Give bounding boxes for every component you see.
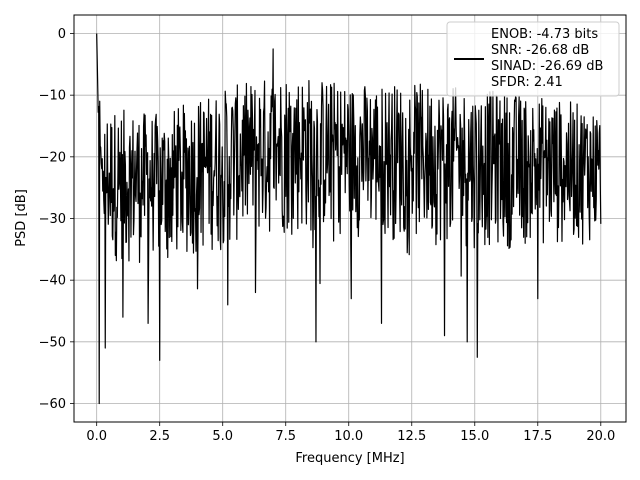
y-tick-label: 0 bbox=[58, 27, 66, 42]
psd-series bbox=[96, 33, 602, 405]
x-tick-label: 15.0 bbox=[460, 429, 489, 444]
y-tick-label: −40 bbox=[39, 274, 66, 289]
y-tick-label: −10 bbox=[39, 89, 66, 104]
legend-line-snr: SNR: -26.68 dB bbox=[491, 43, 589, 58]
legend-line-sinad: SINAD: -26.69 dB bbox=[491, 59, 603, 74]
legend-line-sfdr: SFDR: 2.41 bbox=[491, 75, 563, 90]
x-tick-label: 0.0 bbox=[86, 429, 107, 444]
x-tick-label: 7.5 bbox=[275, 429, 296, 444]
y-tick-label: −60 bbox=[39, 397, 66, 412]
y-axis-ticks: 0 −10 −20 −30 −40 −50 −60 bbox=[39, 27, 74, 412]
x-tick-label: 10.0 bbox=[334, 429, 363, 444]
y-axis-label: PSD [dB] bbox=[14, 189, 29, 247]
x-tick-label: 20.0 bbox=[586, 429, 615, 444]
y-tick-label: −20 bbox=[39, 150, 66, 165]
legend-box bbox=[446, 21, 620, 97]
x-tick-label: 17.5 bbox=[523, 429, 552, 444]
psd-line bbox=[96, 33, 602, 405]
x-tick-label: 5.0 bbox=[212, 429, 233, 444]
legend: ENOB: -4.73 bits SNR: -26.68 dB SINAD: -… bbox=[446, 21, 620, 97]
x-tick-label: 2.5 bbox=[149, 429, 170, 444]
x-axis-ticks: 0.0 2.5 5.0 7.5 10.0 12.5 15.0 17.5 20.0 bbox=[86, 422, 615, 444]
x-axis-label: Frequency [MHz] bbox=[295, 451, 404, 466]
y-tick-label: −50 bbox=[39, 335, 66, 350]
legend-line-enob: ENOB: -4.73 bits bbox=[491, 27, 598, 42]
y-tick-label: −30 bbox=[39, 212, 66, 227]
x-tick-label: 12.5 bbox=[397, 429, 426, 444]
